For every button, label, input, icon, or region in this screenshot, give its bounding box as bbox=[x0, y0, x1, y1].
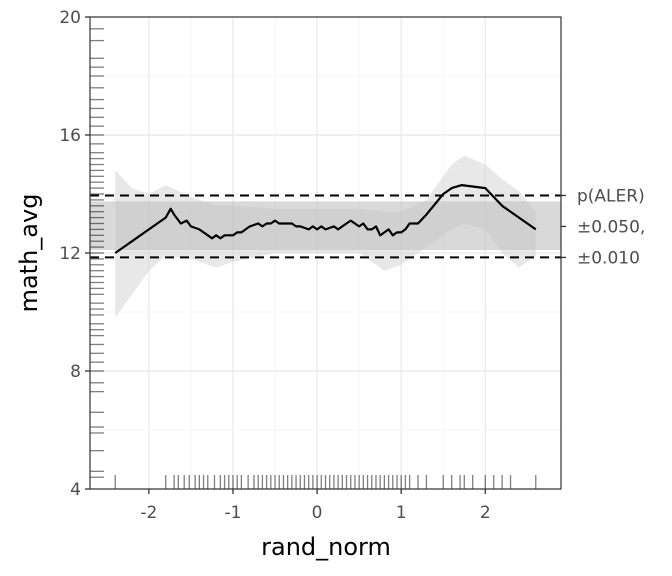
y-tick-label: 20 bbox=[59, 8, 81, 28]
y-tick-label: 16 bbox=[59, 126, 81, 146]
aler-band-rect bbox=[90, 201, 561, 251]
x-tick-label: 2 bbox=[480, 503, 491, 523]
y-tick-label: 4 bbox=[70, 480, 81, 500]
aler-label-line: ±0.010 bbox=[577, 248, 640, 268]
x-tick-label: 1 bbox=[396, 503, 407, 523]
ale-line bbox=[114, 184, 537, 254]
aler-label-line: ±0.050, bbox=[577, 217, 645, 237]
x-tick-label: 0 bbox=[312, 503, 323, 523]
x-axis-title: rand_norm bbox=[261, 533, 391, 561]
y-tick-label: 8 bbox=[70, 362, 81, 382]
x-tick-label: -1 bbox=[225, 503, 242, 523]
x-tick-label: -2 bbox=[140, 503, 157, 523]
aler-label-line: p(ALER) bbox=[577, 186, 645, 206]
ale-line-group bbox=[114, 184, 537, 254]
y-tick-label: 12 bbox=[59, 244, 81, 264]
rug-marks bbox=[90, 28, 537, 489]
aler-annotation: p(ALER) ±0.050, ±0.010 bbox=[561, 186, 645, 268]
y-axis-title: math_avg bbox=[15, 194, 43, 313]
aler-band bbox=[90, 194, 561, 259]
